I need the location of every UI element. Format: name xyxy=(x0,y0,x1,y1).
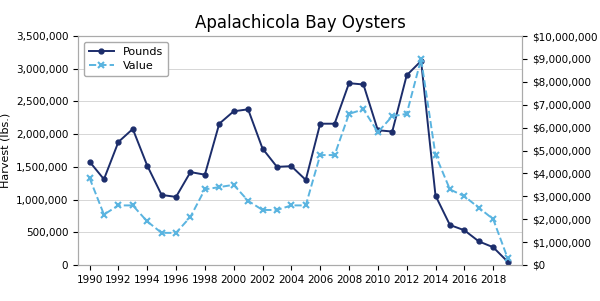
Value xyxy=(418,57,425,61)
Pounds xyxy=(446,223,454,227)
Value xyxy=(143,220,151,223)
Pounds xyxy=(432,194,439,197)
Pounds xyxy=(418,59,425,63)
Pounds xyxy=(331,122,338,126)
Value xyxy=(115,203,122,207)
Value xyxy=(100,213,107,216)
Title: Apalachicola Bay Oysters: Apalachicola Bay Oysters xyxy=(194,14,406,32)
Value xyxy=(215,185,223,189)
Value xyxy=(129,203,136,207)
Value xyxy=(475,206,482,209)
Pounds xyxy=(259,147,266,150)
Value xyxy=(274,208,281,212)
Line: Value: Value xyxy=(86,55,511,262)
Pounds xyxy=(403,73,410,77)
Value xyxy=(259,208,266,212)
Pounds xyxy=(360,83,367,86)
Value xyxy=(403,112,410,116)
Pounds xyxy=(389,130,396,133)
Value xyxy=(288,203,295,207)
Value xyxy=(317,153,324,157)
Y-axis label: Harvest (lbs.): Harvest (lbs.) xyxy=(0,113,10,188)
Value xyxy=(187,215,194,219)
Pounds xyxy=(288,164,295,168)
Value xyxy=(374,130,382,134)
Pounds xyxy=(245,107,252,111)
Line: Pounds: Pounds xyxy=(87,58,510,264)
Pounds xyxy=(201,173,208,176)
Value xyxy=(461,194,468,198)
Value xyxy=(446,188,454,191)
Pounds xyxy=(129,127,136,131)
Pounds xyxy=(317,122,324,126)
Pounds xyxy=(374,129,382,132)
Pounds xyxy=(461,228,468,232)
Value xyxy=(389,114,396,118)
Pounds xyxy=(143,164,151,167)
Value xyxy=(346,112,353,116)
Pounds xyxy=(158,193,165,197)
Pounds xyxy=(302,178,310,182)
Pounds xyxy=(115,140,122,144)
Pounds xyxy=(100,178,107,181)
Value xyxy=(201,188,208,191)
Value xyxy=(302,203,310,207)
Pounds xyxy=(172,195,179,199)
Value xyxy=(331,153,338,157)
Pounds xyxy=(230,110,237,113)
Pounds xyxy=(274,165,281,169)
Pounds xyxy=(187,170,194,174)
Value xyxy=(490,217,497,221)
Pounds xyxy=(504,260,511,263)
Legend: Pounds, Value: Pounds, Value xyxy=(83,42,168,76)
Pounds xyxy=(86,160,93,163)
Value xyxy=(432,153,439,157)
Value xyxy=(158,231,165,235)
Pounds xyxy=(490,245,497,249)
Value xyxy=(86,176,93,180)
Value xyxy=(230,183,237,187)
Value xyxy=(172,231,179,235)
Value xyxy=(245,199,252,203)
Value xyxy=(360,107,367,111)
Pounds xyxy=(475,240,482,243)
Pounds xyxy=(215,122,223,126)
Pounds xyxy=(346,81,353,85)
Value xyxy=(504,256,511,260)
